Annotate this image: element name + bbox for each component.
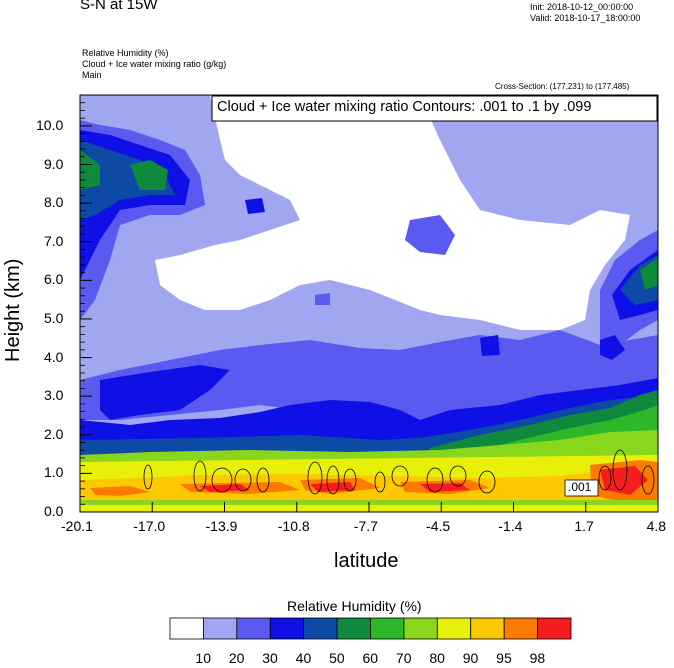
- valid-time: Valid: 2018-10-17_18:00:00: [530, 13, 641, 23]
- field-label-rh: Relative Humidity (%): [82, 48, 169, 58]
- field-label-cloud: Cloud + Ice water mixing ratio (g/kg): [82, 59, 227, 69]
- init-time: Init: 2018-10-12_00:00:00: [530, 2, 634, 12]
- contour-label-box: [564, 479, 599, 497]
- colorbar-level-label: 10: [195, 650, 211, 666]
- colorbar-swatch: [269, 617, 305, 640]
- chart-title: S-N at 15W: [80, 0, 158, 13]
- x-tick-label: -10.8: [277, 518, 310, 534]
- colorbar-swatch: [169, 617, 204, 640]
- y-tick-label: 5.0: [44, 309, 64, 326]
- y-tick-label: 7.0: [44, 232, 64, 249]
- colorbar-level-label: 20: [228, 650, 245, 666]
- colorbar-swatch: [236, 617, 271, 640]
- y-tick-label: 2.0: [44, 425, 64, 442]
- colorbar-level-label: 50: [329, 650, 345, 666]
- x-tick-label: -17.0: [133, 518, 166, 534]
- y-tick-label: 0.0: [44, 503, 64, 519]
- colorbar-level-label: 95: [496, 650, 512, 666]
- y-tick-label: 4.0: [44, 348, 64, 365]
- colorbar-swatch: [336, 617, 371, 640]
- contour-label: .001: [568, 480, 592, 494]
- y-tick-label: 9.0: [44, 155, 64, 172]
- y-tick-label: 6.0: [44, 271, 64, 288]
- colorbar-swatch: [403, 617, 438, 640]
- x-tick-label: -20.1: [61, 518, 93, 534]
- relative-humidity-field: [80, 95, 658, 512]
- x-tick-label: -13.9: [205, 518, 238, 534]
- colorbar-level-label: 80: [429, 650, 445, 666]
- contour-annotation: Cloud + Ice water mixing ratio Contours:…: [217, 99, 592, 115]
- colorbar-swatch: [436, 617, 472, 640]
- colorbar-level-label: 40: [295, 650, 312, 666]
- colorbar: [169, 617, 572, 640]
- cross-section-label: Cross-Section: (177,231) to (177,485): [495, 82, 630, 91]
- colorbar-swatch: [470, 617, 505, 640]
- y-tick-label: 8.0: [44, 194, 64, 211]
- x-tick-label: 4.8: [646, 518, 667, 534]
- colorbar-swatch: [303, 617, 338, 640]
- colorbar-level-label: 70: [395, 650, 412, 666]
- y-tick-label: 3.0: [44, 387, 64, 404]
- colorbar-swatch: [370, 617, 405, 640]
- colorbar-swatch: [537, 617, 572, 640]
- axis-ticks: [79, 94, 659, 513]
- field-label-main: Main: [82, 70, 102, 80]
- x-axis-label: latitude: [334, 550, 399, 572]
- colorbar-title: Relative Humidity (%): [287, 598, 422, 614]
- colorbar-level-label: 90: [462, 650, 479, 666]
- x-tick-label: 1.7: [574, 518, 594, 534]
- y-tick-label: 1.0: [44, 464, 64, 481]
- x-tick-label: -7.7: [353, 518, 378, 534]
- colorbar-level-label: 60: [362, 650, 379, 666]
- colorbar-swatch: [503, 617, 538, 640]
- x-tick-label: -1.4: [498, 518, 523, 534]
- annotation-box: [211, 95, 658, 122]
- y-tick-label: 10.0: [36, 116, 64, 133]
- x-tick-label: -4.5: [426, 518, 451, 534]
- y-axis-label: Height (km): [2, 258, 24, 362]
- colorbar-level-label: 30: [262, 650, 278, 666]
- colorbar-level-label: 98: [529, 650, 546, 666]
- colorbar-swatch: [203, 617, 238, 640]
